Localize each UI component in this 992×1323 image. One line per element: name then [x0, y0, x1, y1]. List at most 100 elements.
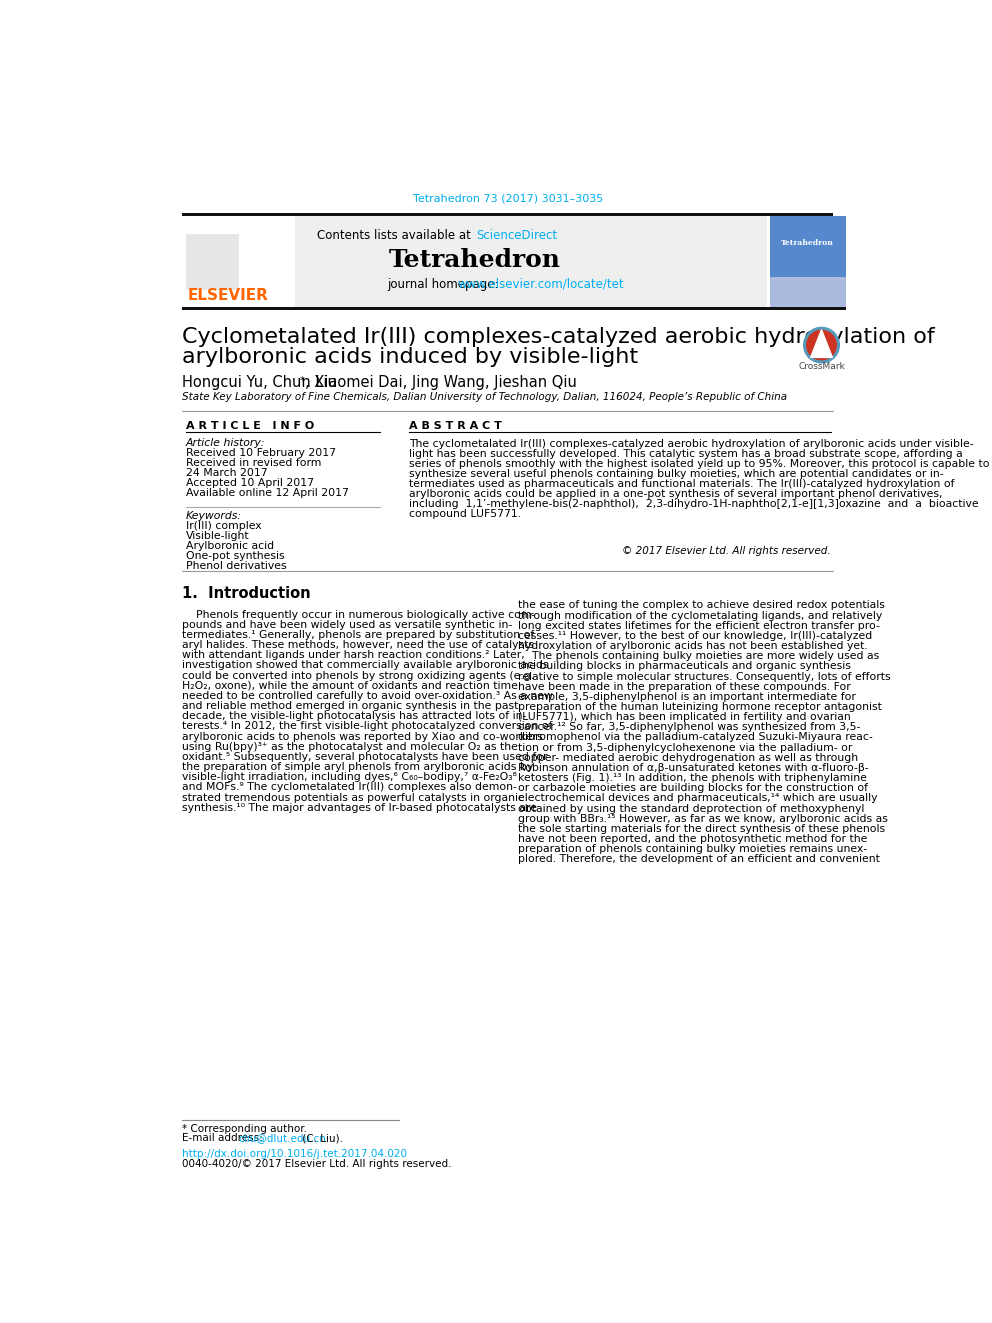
Text: Accepted 10 April 2017: Accepted 10 April 2017: [186, 478, 314, 488]
Text: termediates used as pharmaceuticals and functional materials. The Ir(III)-cataly: termediates used as pharmaceuticals and …: [409, 479, 954, 488]
Text: group with BBr₃.¹⁵ However, as far as we know, arylboronic acids as: group with BBr₃.¹⁵ However, as far as we…: [518, 814, 888, 824]
Text: H₂O₂, oxone), while the amount of oxidants and reaction time: H₂O₂, oxone), while the amount of oxidan…: [183, 681, 518, 691]
Text: investigation showed that commercially available arylboronic acids: investigation showed that commercially a…: [183, 660, 549, 671]
Text: preparation of phenols containing bulky moieties remains unex-: preparation of phenols containing bulky …: [518, 844, 867, 855]
Bar: [183, 307, 846, 311]
Text: Keywords:: Keywords:: [186, 511, 242, 521]
Text: obtained by using the standard deprotection of methoxyphenyl: obtained by using the standard deprotect…: [518, 803, 864, 814]
Bar: [770, 277, 846, 307]
Text: relative to simple molecular structures. Consequently, lots of efforts: relative to simple molecular structures.…: [518, 672, 891, 681]
Bar: [770, 216, 846, 307]
Text: Contents lists available at: Contents lists available at: [317, 229, 475, 242]
Text: (C. Liu).: (C. Liu).: [300, 1134, 343, 1143]
Text: compound LUF5771.: compound LUF5771.: [409, 509, 522, 519]
Text: Phenols frequently occur in numerous biologically active com-: Phenols frequently occur in numerous bio…: [183, 610, 536, 619]
Text: © 2017 Elsevier Ltd. All rights reserved.: © 2017 Elsevier Ltd. All rights reserved…: [622, 546, 831, 557]
Text: Available online 12 April 2017: Available online 12 April 2017: [186, 488, 349, 497]
Text: (LUF5771), which has been implicated in fertility and ovarian: (LUF5771), which has been implicated in …: [518, 712, 850, 722]
Bar: [183, 213, 833, 216]
Text: ⁎: ⁎: [300, 373, 305, 384]
Text: terests.⁴ In 2012, the first visible-light photocatalyzed conversion of: terests.⁴ In 2012, the first visible-lig…: [183, 721, 553, 732]
Text: Ir(III) complex: Ir(III) complex: [186, 521, 262, 531]
Text: Article history:: Article history:: [186, 438, 266, 448]
Polygon shape: [810, 329, 832, 357]
Text: cesses.¹¹ However, to the best of our knowledge, Ir(III)-catalyzed: cesses.¹¹ However, to the best of our kn…: [518, 631, 872, 640]
Text: arylboronic acids induced by visible-light: arylboronic acids induced by visible-lig…: [183, 348, 638, 368]
Text: long excited states lifetimes for the efficient electron transfer pro-: long excited states lifetimes for the ef…: [518, 620, 880, 631]
Text: arylboronic acids could be applied in a one-pot synthesis of several important p: arylboronic acids could be applied in a …: [409, 488, 942, 499]
Text: copper- mediated aerobic dehydrogenation as well as through: copper- mediated aerobic dehydrogenation…: [518, 753, 858, 763]
Text: through modification of the cyclometalating ligands, and relatively: through modification of the cyclometalat…: [518, 610, 882, 620]
Text: could be converted into phenols by strong oxidizing agents (e.g.: could be converted into phenols by stron…: [183, 671, 535, 680]
Text: A B S T R A C T: A B S T R A C T: [409, 421, 502, 431]
Text: the sole starting materials for the direct synthesis of these phenols: the sole starting materials for the dire…: [518, 824, 885, 833]
Text: the ease of tuning the complex to achieve desired redox potentials: the ease of tuning the complex to achiev…: [518, 601, 885, 610]
Text: needed to be controlled carefully to avoid over-oxidation.³ As a new: needed to be controlled carefully to avo…: [183, 691, 553, 701]
Text: E-mail address:: E-mail address:: [183, 1134, 266, 1143]
Text: synthesize several useful phenols containing bulky moieties, which are potential: synthesize several useful phenols contai…: [409, 468, 943, 479]
Text: electrochemical devices and pharmaceuticals,¹⁴ which are usually: electrochemical devices and pharmaceutic…: [518, 794, 877, 803]
Text: ELSEVIER: ELSEVIER: [187, 288, 269, 303]
Text: termediates.¹ Generally, phenols are prepared by substitution of: termediates.¹ Generally, phenols are pre…: [183, 630, 535, 640]
Text: http://dx.doi.org/10.1016/j.tet.2017.04.020: http://dx.doi.org/10.1016/j.tet.2017.04.…: [183, 1150, 407, 1159]
Text: Tetrahedron 73 (2017) 3031–3035: Tetrahedron 73 (2017) 3031–3035: [414, 193, 603, 204]
Text: preparation of the human luteinizing hormone receptor antagonist: preparation of the human luteinizing hor…: [518, 703, 882, 712]
Text: The cyclometalated Ir(III) complexes-catalyzed aerobic hydroxylation of arylboro: The cyclometalated Ir(III) complexes-cat…: [409, 439, 974, 448]
Text: light has been successfully developed. This catalytic system has a broad substra: light has been successfully developed. T…: [409, 448, 963, 459]
Bar: [183, 216, 767, 307]
Text: www.elsevier.com/locate/tet: www.elsevier.com/locate/tet: [457, 278, 624, 291]
Text: aryl halides. These methods, however, need the use of catalysts: aryl halides. These methods, however, ne…: [183, 640, 534, 650]
Text: with attendant ligands under harsh reaction conditions.² Later,: with attendant ligands under harsh react…: [183, 651, 525, 660]
Text: arylboronic acids to phenols was reported by Xiao and co-workers: arylboronic acids to phenols was reporte…: [183, 732, 543, 742]
Text: cliu@dlut.edu.cn: cliu@dlut.edu.cn: [239, 1134, 326, 1143]
Text: A R T I C L E   I N F O: A R T I C L E I N F O: [186, 421, 314, 431]
Text: ScienceDirect: ScienceDirect: [476, 229, 558, 242]
Text: visible-light irradiation, including dyes,⁶ C₆₀–bodipy,⁷ α-Fe₂O₃⁸: visible-light irradiation, including dye…: [183, 773, 517, 782]
Text: Visible-light: Visible-light: [186, 531, 250, 541]
Text: or carbazole moieties are building blocks for the construction of: or carbazole moieties are building block…: [518, 783, 868, 794]
Text: CrossMark: CrossMark: [799, 363, 845, 372]
Text: Tetrahedron: Tetrahedron: [781, 239, 834, 247]
Text: Tetrahedron: Tetrahedron: [389, 247, 561, 271]
Text: using Ru(bpy)³⁺ as the photocatalyst and molecular O₂ as the: using Ru(bpy)³⁺ as the photocatalyst and…: [183, 742, 518, 751]
Text: Phenol derivatives: Phenol derivatives: [186, 561, 287, 572]
Text: strated tremendous potentials as powerful catalysts in organic: strated tremendous potentials as powerfu…: [183, 792, 524, 803]
Text: 1.  Introduction: 1. Introduction: [183, 586, 310, 602]
Text: dibromophenol via the palladium-catalyzed Suzuki-Miyaura reac-: dibromophenol via the palladium-catalyze…: [518, 733, 872, 742]
Text: Arylboronic acid: Arylboronic acid: [186, 541, 274, 552]
Text: The phenols containing bulky moieties are more widely used as: The phenols containing bulky moieties ar…: [518, 651, 879, 662]
Text: oxidant.⁵ Subsequently, several photocatalysts have been used for: oxidant.⁵ Subsequently, several photocat…: [183, 751, 548, 762]
Bar: [183, 216, 295, 307]
Text: including  1,1’-methylene-bis(2-naphthol),  2,3-dihydro-1H-naphtho[2,1-e][1,3]ox: including 1,1’-methylene-bis(2-naphthol)…: [409, 499, 979, 509]
Text: and MOFs.⁹ The cyclometalated Ir(III) complexes also demon-: and MOFs.⁹ The cyclometalated Ir(III) co…: [183, 782, 517, 792]
Text: * Corresponding author.: * Corresponding author.: [183, 1125, 308, 1134]
Bar: [186, 234, 239, 290]
Text: ketosters (Fig. 1).¹³ In addition, the phenols with triphenylamine: ketosters (Fig. 1).¹³ In addition, the p…: [518, 773, 867, 783]
Text: decade, the visible-light photocatalysis has attracted lots of in-: decade, the visible-light photocatalysis…: [183, 712, 527, 721]
Text: have not been reported, and the photosynthetic method for the: have not been reported, and the photosyn…: [518, 833, 867, 844]
Text: cancer.¹² So far, 3,5-diphenylphenol was synthesized from 3,5-: cancer.¹² So far, 3,5-diphenylphenol was…: [518, 722, 860, 733]
Circle shape: [804, 327, 839, 363]
Text: 0040-4020/© 2017 Elsevier Ltd. All rights reserved.: 0040-4020/© 2017 Elsevier Ltd. All right…: [183, 1159, 451, 1168]
Text: , Xiaomei Dai, Jing Wang, Jieshan Qiu: , Xiaomei Dai, Jing Wang, Jieshan Qiu: [305, 374, 576, 389]
Text: Received 10 February 2017: Received 10 February 2017: [186, 448, 336, 458]
Text: Robinson annulation of α,β-unsaturated ketones with α-fluoro-β-: Robinson annulation of α,β-unsaturated k…: [518, 763, 868, 773]
Text: the preparation of simple aryl phenols from arylboronic acids by: the preparation of simple aryl phenols f…: [183, 762, 534, 773]
Text: example, 3,5-diphenylphenol is an important intermediate for: example, 3,5-diphenylphenol is an import…: [518, 692, 855, 701]
Text: Received in revised form: Received in revised form: [186, 458, 321, 468]
Text: and reliable method emerged in organic synthesis in the past: and reliable method emerged in organic s…: [183, 701, 519, 710]
Text: State Key Laboratory of Fine Chemicals, Dalian University of Technology, Dalian,: State Key Laboratory of Fine Chemicals, …: [183, 393, 788, 402]
Text: pounds and have been widely used as versatile synthetic in-: pounds and have been widely used as vers…: [183, 619, 513, 630]
Text: One-pot synthesis: One-pot synthesis: [186, 552, 285, 561]
Text: Cyclometalated Ir(III) complexes-catalyzed aerobic hydroxylation of: Cyclometalated Ir(III) complexes-catalyz…: [183, 327, 934, 348]
Text: Hongcui Yu, Chun Liu: Hongcui Yu, Chun Liu: [183, 374, 337, 389]
Text: journal homepage:: journal homepage:: [388, 278, 503, 291]
Text: series of phenols smoothly with the highest isolated yield up to 95%. Moreover, : series of phenols smoothly with the high…: [409, 459, 990, 468]
Text: plored. Therefore, the development of an efficient and convenient: plored. Therefore, the development of an…: [518, 855, 880, 864]
Text: hydroxylation of arylboronic acids has not been established yet.: hydroxylation of arylboronic acids has n…: [518, 642, 867, 651]
Text: synthesis.¹⁰ The major advantages of Ir-based photocatalysts are: synthesis.¹⁰ The major advantages of Ir-…: [183, 803, 537, 812]
Text: have been made in the preparation of these compounds. For: have been made in the preparation of the…: [518, 681, 850, 692]
Text: tion or from 3,5-diphenylcyclohexenone via the palladium- or: tion or from 3,5-diphenylcyclohexenone v…: [518, 742, 852, 753]
Circle shape: [806, 331, 836, 360]
Text: the building blocks in pharmaceuticals and organic synthesis: the building blocks in pharmaceuticals a…: [518, 662, 850, 671]
